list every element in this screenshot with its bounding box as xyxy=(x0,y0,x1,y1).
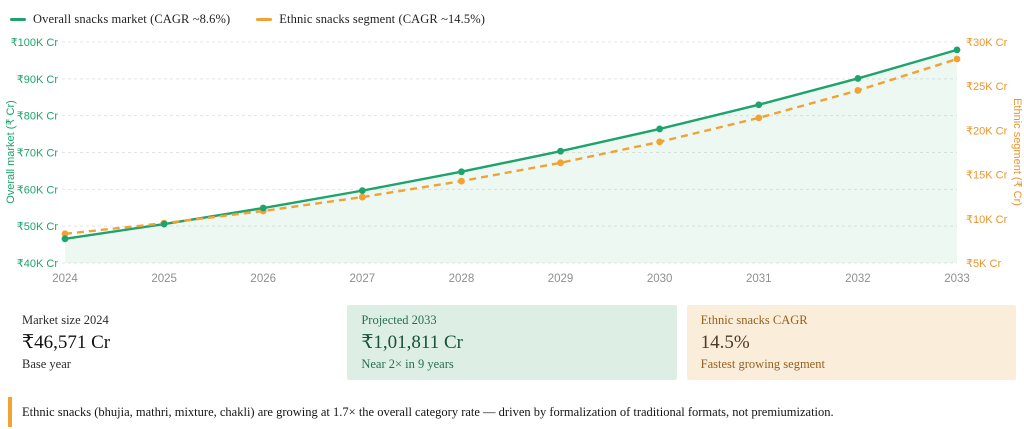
svg-text:₹5K Cr: ₹5K Cr xyxy=(966,258,1001,270)
overall-series-swatch xyxy=(10,18,26,21)
stat-card-label: Market size 2024 xyxy=(22,313,109,327)
svg-text:Overall market (₹ Cr): Overall market (₹ Cr) xyxy=(5,100,17,204)
legend-item-overall: Overall snacks market (CAGR ~8.6%) xyxy=(10,12,230,27)
svg-text:2030: 2030 xyxy=(647,273,673,285)
market-projection-chart: ₹40K Cr ₹50K Cr ₹60K Cr ₹70K Cr ₹80K Cr ₹90K … xyxy=(0,30,1024,295)
svg-text:₹50K Cr: ₹50K Cr xyxy=(17,221,59,233)
stat-card-label: Ethnic snacks CAGR xyxy=(700,313,808,327)
stat-card-cagr: Ethnic snacks CAGR 14.5% Fastest growing… xyxy=(686,305,1016,380)
svg-text:₹25K Cr: ₹25K Cr xyxy=(966,81,1008,93)
svg-text:2024: 2024 xyxy=(52,273,78,285)
svg-text:2028: 2028 xyxy=(449,273,475,285)
svg-text:2031: 2031 xyxy=(746,273,772,285)
svg-text:₹30K Cr: ₹30K Cr xyxy=(966,37,1008,49)
svg-text:2025: 2025 xyxy=(151,273,177,285)
svg-text:₹90K Cr: ₹90K Cr xyxy=(17,74,59,86)
svg-text:₹20K Cr: ₹20K Cr xyxy=(966,125,1008,137)
svg-text:₹15K Cr: ₹15K Cr xyxy=(966,170,1008,182)
legend-item-ethnic: Ethnic snacks segment (CAGR ~14.5%) xyxy=(256,12,485,27)
svg-text:₹60K Cr: ₹60K Cr xyxy=(17,184,59,196)
stat-card-projected: Projected 2033 ₹1,01,811 Cr Near 2× in 9… xyxy=(347,305,677,380)
chart-legend: Overall snacks market (CAGR ~8.6%) Ethni… xyxy=(0,0,1024,30)
stat-card-market-size: Market size 2024 ₹46,571 Cr Base year xyxy=(8,305,338,380)
stat-card-subtext: Fastest growing segment xyxy=(700,356,825,371)
svg-text:₹40K Cr: ₹40K Cr xyxy=(17,258,59,270)
market-chart-svg: ₹40K Cr ₹50K Cr ₹60K Cr ₹70K Cr ₹80K Cr ₹90K … xyxy=(5,37,1023,285)
svg-text:₹70K Cr: ₹70K Cr xyxy=(17,148,59,160)
svg-text:₹100K Cr: ₹100K Cr xyxy=(11,37,59,49)
stat-card-subtext: Base year xyxy=(22,356,71,371)
legend-label-ethnic: Ethnic snacks segment (CAGR ~14.5%) xyxy=(279,12,485,26)
svg-text:₹80K Cr: ₹80K Cr xyxy=(17,111,59,123)
insight-note: Ethnic snacks (bhujia, mathri, mixture, … xyxy=(8,396,1016,427)
ethnic-series-swatch xyxy=(256,18,273,21)
svg-text:2033: 2033 xyxy=(944,273,970,285)
stat-card-value: 14.5% xyxy=(700,331,750,353)
stat-card-value: ₹1,01,811 Cr xyxy=(361,331,463,353)
insight-note-text: Ethnic snacks (bhujia, mathri, mixture, … xyxy=(22,404,834,419)
svg-text:₹10K Cr: ₹10K Cr xyxy=(966,214,1008,226)
stat-card-subtext: Near 2× in 9 years xyxy=(361,356,454,371)
svg-text:2026: 2026 xyxy=(250,273,276,285)
stat-card-label: Projected 2033 xyxy=(361,313,437,327)
svg-text:Ethnic segment (₹ Cr): Ethnic segment (₹ Cr) xyxy=(1011,98,1023,206)
svg-text:2027: 2027 xyxy=(350,273,376,285)
legend-label-overall: Overall snacks market (CAGR ~8.6%) xyxy=(33,12,231,26)
svg-text:2032: 2032 xyxy=(845,273,871,285)
svg-text:2029: 2029 xyxy=(548,273,574,285)
stat-card-value: ₹46,571 Cr xyxy=(22,331,111,353)
stat-cards-row: Market size 2024 ₹46,571 Cr Base year Pr… xyxy=(0,305,1024,380)
